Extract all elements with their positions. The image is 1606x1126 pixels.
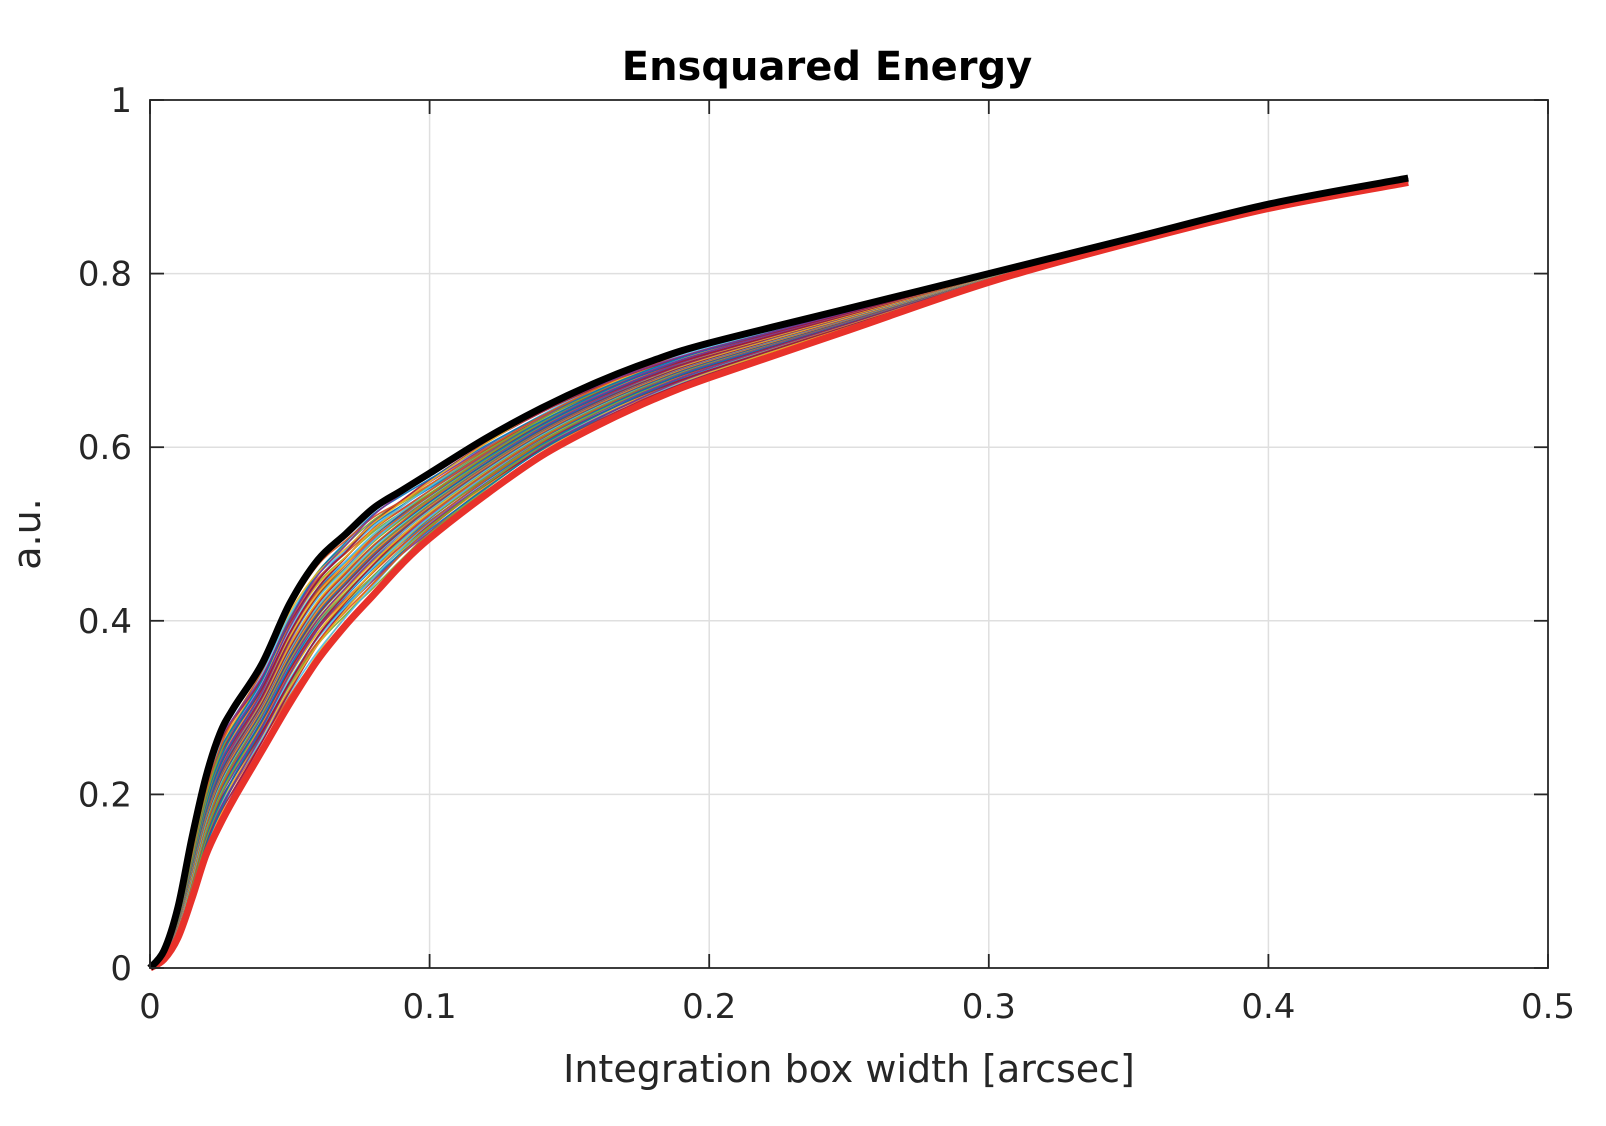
- plot-frame: [149, 99, 1549, 969]
- y-tick-label: 1: [110, 81, 132, 121]
- bundle-curve: [149, 177, 1409, 969]
- y-tick-label: 0: [110, 949, 132, 989]
- x-tick-labels: 0 0.1 0.2 0.3 0.4 0.5: [139, 987, 1575, 1027]
- envelope-curves: [147, 174, 1409, 972]
- y-tick-labels: 0 0.2 0.4 0.6 0.8 1: [78, 81, 132, 989]
- x-tick-label: 0.4: [1241, 987, 1295, 1027]
- x-tick-label: 0: [139, 987, 161, 1027]
- lower-envelope-curve: [148, 179, 1409, 972]
- y-tick-label: 0.8: [78, 255, 132, 295]
- chart-title: Ensquared Energy: [622, 44, 1033, 90]
- curve-bundle: [149, 177, 1409, 969]
- x-tick-label: 0.3: [962, 987, 1016, 1027]
- x-tick-label: 0.1: [403, 987, 457, 1027]
- grid: [150, 100, 1548, 968]
- bundle-curve: [149, 179, 1409, 969]
- x-tick-label: 0.5: [1521, 987, 1575, 1027]
- x-tick-label: 0.2: [682, 987, 736, 1027]
- y-tick-label: 0.2: [78, 775, 132, 815]
- y-tick-label: 0.4: [78, 602, 132, 642]
- y-tick-label: 0.6: [78, 428, 132, 468]
- y-axis-label: a.u.: [5, 498, 49, 570]
- upper-envelope-curve: [147, 174, 1409, 971]
- x-axis-label: Integration box width [arcsec]: [563, 1047, 1135, 1091]
- axis-ticks: [149, 99, 1549, 969]
